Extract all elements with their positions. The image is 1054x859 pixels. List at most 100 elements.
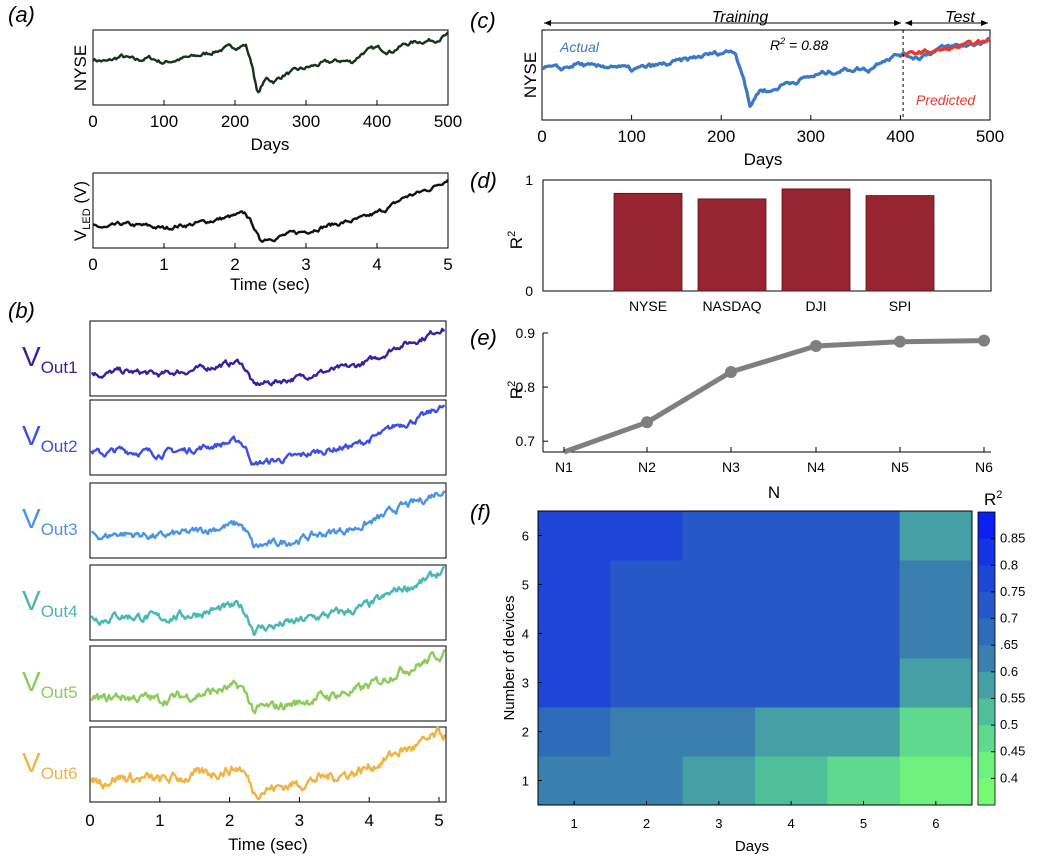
x-tick-label: 2	[230, 255, 239, 274]
y-axis-label: Number of devices	[501, 595, 518, 720]
y-axis-label: NYSE	[521, 52, 540, 98]
bar-nyse	[613, 192, 683, 292]
colorbar-title-sup: 2	[996, 489, 1002, 501]
heatmap-cell	[682, 658, 756, 708]
heatmap-cell	[538, 707, 611, 757]
heatmap-cell	[610, 658, 684, 708]
y-tick-label: 5	[522, 578, 529, 593]
panel-label-f: (f)	[470, 500, 491, 525]
x-tick-label: N3	[722, 459, 740, 475]
panel-b-output-voltages: Time (sec) VOut1VOut2VOut3VOut4VOut5VOut…	[22, 320, 447, 854]
heatmap-cell	[755, 756, 828, 806]
x-tick-label: 5	[443, 255, 452, 274]
series-line-vout4	[90, 565, 445, 637]
series-label-vout6: VOut6	[22, 747, 78, 783]
x-axis-label: Time (sec)	[230, 275, 310, 294]
panel-e-line-chart: R2 N N1 N2 N3 N4 N5 N6 0.7 0.8 0.9	[506, 325, 993, 502]
x-tick-label: 200	[221, 112, 249, 131]
series-line-vout2	[90, 404, 446, 466]
series-line-r2	[563, 338, 985, 455]
heatmap-cell	[538, 658, 611, 708]
y-tick-label: 0.9	[516, 325, 536, 341]
y-tick-label: 0.8	[516, 379, 536, 395]
x-tick-label: 4	[372, 255, 381, 274]
y-tick-label: 0.7	[516, 433, 536, 449]
series-line-vout5	[90, 648, 446, 715]
x-tick-label: 3	[715, 816, 722, 831]
x-tick-label: 300	[797, 127, 825, 146]
plot-frame	[537, 510, 973, 806]
colorbar-segment	[978, 778, 995, 806]
plot-frame	[541, 29, 991, 121]
y-axis-label: R2	[506, 381, 526, 399]
colorbar-tick-label: 0.75	[1000, 584, 1025, 599]
x-tick-label: 3	[295, 811, 304, 830]
heatmap-cell	[899, 511, 973, 561]
x-tick-label: 6	[932, 816, 939, 831]
heatmap-cell	[755, 511, 828, 561]
series-label-main: V	[22, 503, 41, 534]
r2-sup: 2	[779, 36, 785, 46]
colorbar-frame	[977, 511, 996, 806]
heatmap-cell	[899, 609, 973, 659]
heatmap-cell	[538, 560, 611, 610]
plot-frame	[92, 29, 449, 106]
x-tick-label: NASDAQ	[702, 298, 761, 314]
panel-a-nyse-chart: NYSE Days 0 100 200 300 400 500	[71, 29, 462, 154]
series-label-sub: Out5	[41, 683, 78, 702]
x-tick-label: 5	[860, 816, 867, 831]
y-tick-label: 3	[522, 676, 529, 691]
x-tick-label: 100	[150, 112, 178, 131]
r2-main: R	[770, 37, 780, 53]
training-arrow-head-right	[894, 20, 902, 26]
series-label-vout2: VOut2	[22, 420, 78, 456]
test-arrow-head-left	[905, 20, 913, 26]
x-tick-label: 0	[88, 112, 97, 131]
colorbar-title: R2	[984, 489, 1002, 509]
colorbar-tick-label: 0.4	[1000, 770, 1018, 785]
colorbar-tick-label: 0.7	[1000, 611, 1018, 626]
colorbar-segment	[978, 591, 995, 620]
panel-d-bar-chart: R2 NYSE NASDAQ DJI SPI 0 1	[506, 172, 992, 314]
x-tick-label: DJI	[806, 298, 827, 314]
output-plot-frame	[89, 399, 447, 476]
y-axis-label: NYSE	[71, 45, 90, 91]
panel-label-e: (e)	[470, 325, 497, 350]
series-label-main: V	[22, 666, 41, 697]
heatmap-cell	[682, 609, 756, 659]
x-tick-label: 200	[707, 127, 735, 146]
ylabel-main: R	[507, 387, 526, 399]
x-tick-label: N4	[807, 459, 825, 475]
y-tick-label: 2	[522, 725, 529, 740]
y-tick-label: 6	[522, 529, 529, 544]
heatmap-cell	[899, 756, 973, 806]
ylabel-sup: 2	[506, 381, 518, 387]
x-tick-label: 5	[434, 811, 443, 830]
x-tick-label: 1	[159, 255, 168, 274]
heatmap-cell	[755, 609, 828, 659]
x-tick-label: 100	[617, 127, 645, 146]
series-line-vout6	[90, 726, 446, 801]
actual-label: Actual	[559, 39, 600, 55]
x-tick-label: 2	[225, 811, 234, 830]
bar-nasdaq	[697, 198, 767, 292]
x-tick-label: 4	[364, 811, 373, 830]
x-tick-label: 500	[976, 127, 1004, 146]
series-label-sub: Out1	[41, 358, 78, 377]
series-line-vout1	[91, 327, 446, 387]
training-arrow-head-left	[544, 20, 551, 26]
colorbar-segment	[978, 618, 995, 646]
heatmap-cell	[610, 609, 684, 659]
colorbar-tick-label: 0.8	[1000, 557, 1018, 572]
heatmap-cell	[682, 756, 756, 806]
heatmap-cell	[682, 560, 756, 610]
colorbar-tick-label: 0.5	[1000, 717, 1018, 732]
heatmap-cell	[682, 707, 756, 757]
series-line-vout3	[91, 490, 446, 549]
y-tick-label: 4	[522, 627, 529, 642]
colorbar-segment	[978, 671, 995, 699]
bar-spi	[865, 195, 935, 292]
x-axis-label: Time (sec)	[228, 835, 308, 854]
panel-label-d: (d)	[470, 168, 497, 193]
